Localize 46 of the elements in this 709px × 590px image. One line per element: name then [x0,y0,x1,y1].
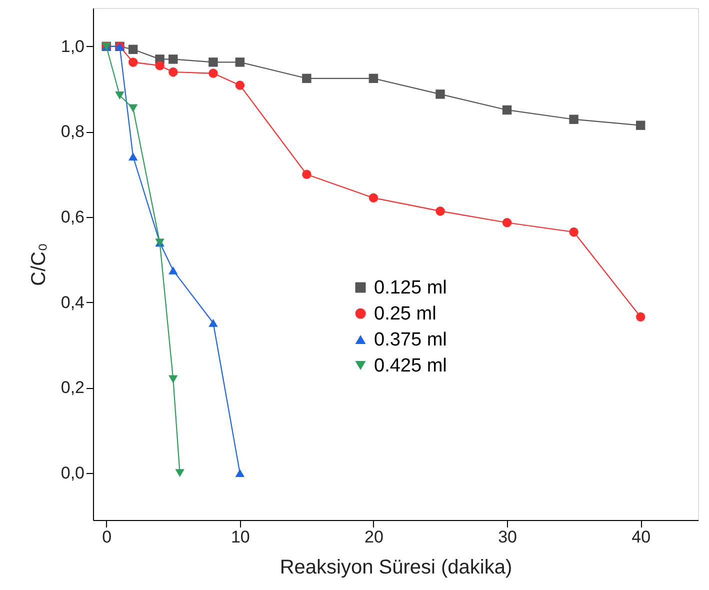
y-tick-label: 0,6 [60,208,84,227]
point [208,58,218,67]
point [368,74,378,84]
x-tick-label: 40 [632,528,651,546]
y-tick-label: 0,2 [60,378,84,398]
point [502,105,512,115]
point [168,67,178,77]
y-tick-label: 0,8 [60,122,84,142]
point [235,58,245,67]
y-tick-label: 0,0 [60,464,84,483]
point [569,227,578,237]
point [235,80,245,90]
point [436,206,445,216]
point [168,266,178,274]
point [208,318,218,327]
y-tick-label: 1,0 [60,36,84,56]
x-axis-title: Reaksiyon Süresi (dakika) [280,556,512,578]
point [436,90,445,99]
point [636,312,646,322]
x-tick-label: 20 [364,528,384,546]
point [636,120,646,130]
point [175,469,184,478]
legend-label: 0.425 ml [374,356,447,376]
point [128,44,138,54]
point [168,54,178,64]
point [368,193,378,202]
point [155,61,164,70]
y-axis-title: C/C₀ [28,243,50,286]
point [302,74,312,84]
x-tick-label: 30 [498,528,517,546]
x-tick-label: 0 [102,528,112,546]
point [502,218,512,228]
legend-label: 0.125 ml [374,278,447,298]
point [128,58,138,67]
point [235,469,245,478]
point [128,104,138,112]
legend-label: 0.375 ml [374,330,447,350]
y-tick-label: 0,4 [60,292,84,312]
point [569,114,578,124]
x-tick-label: 10 [230,528,250,546]
point [115,91,124,100]
point [208,68,218,78]
point [168,375,178,384]
legend-label: 0.25 ml [374,304,436,324]
point [302,170,312,179]
point [128,152,138,160]
